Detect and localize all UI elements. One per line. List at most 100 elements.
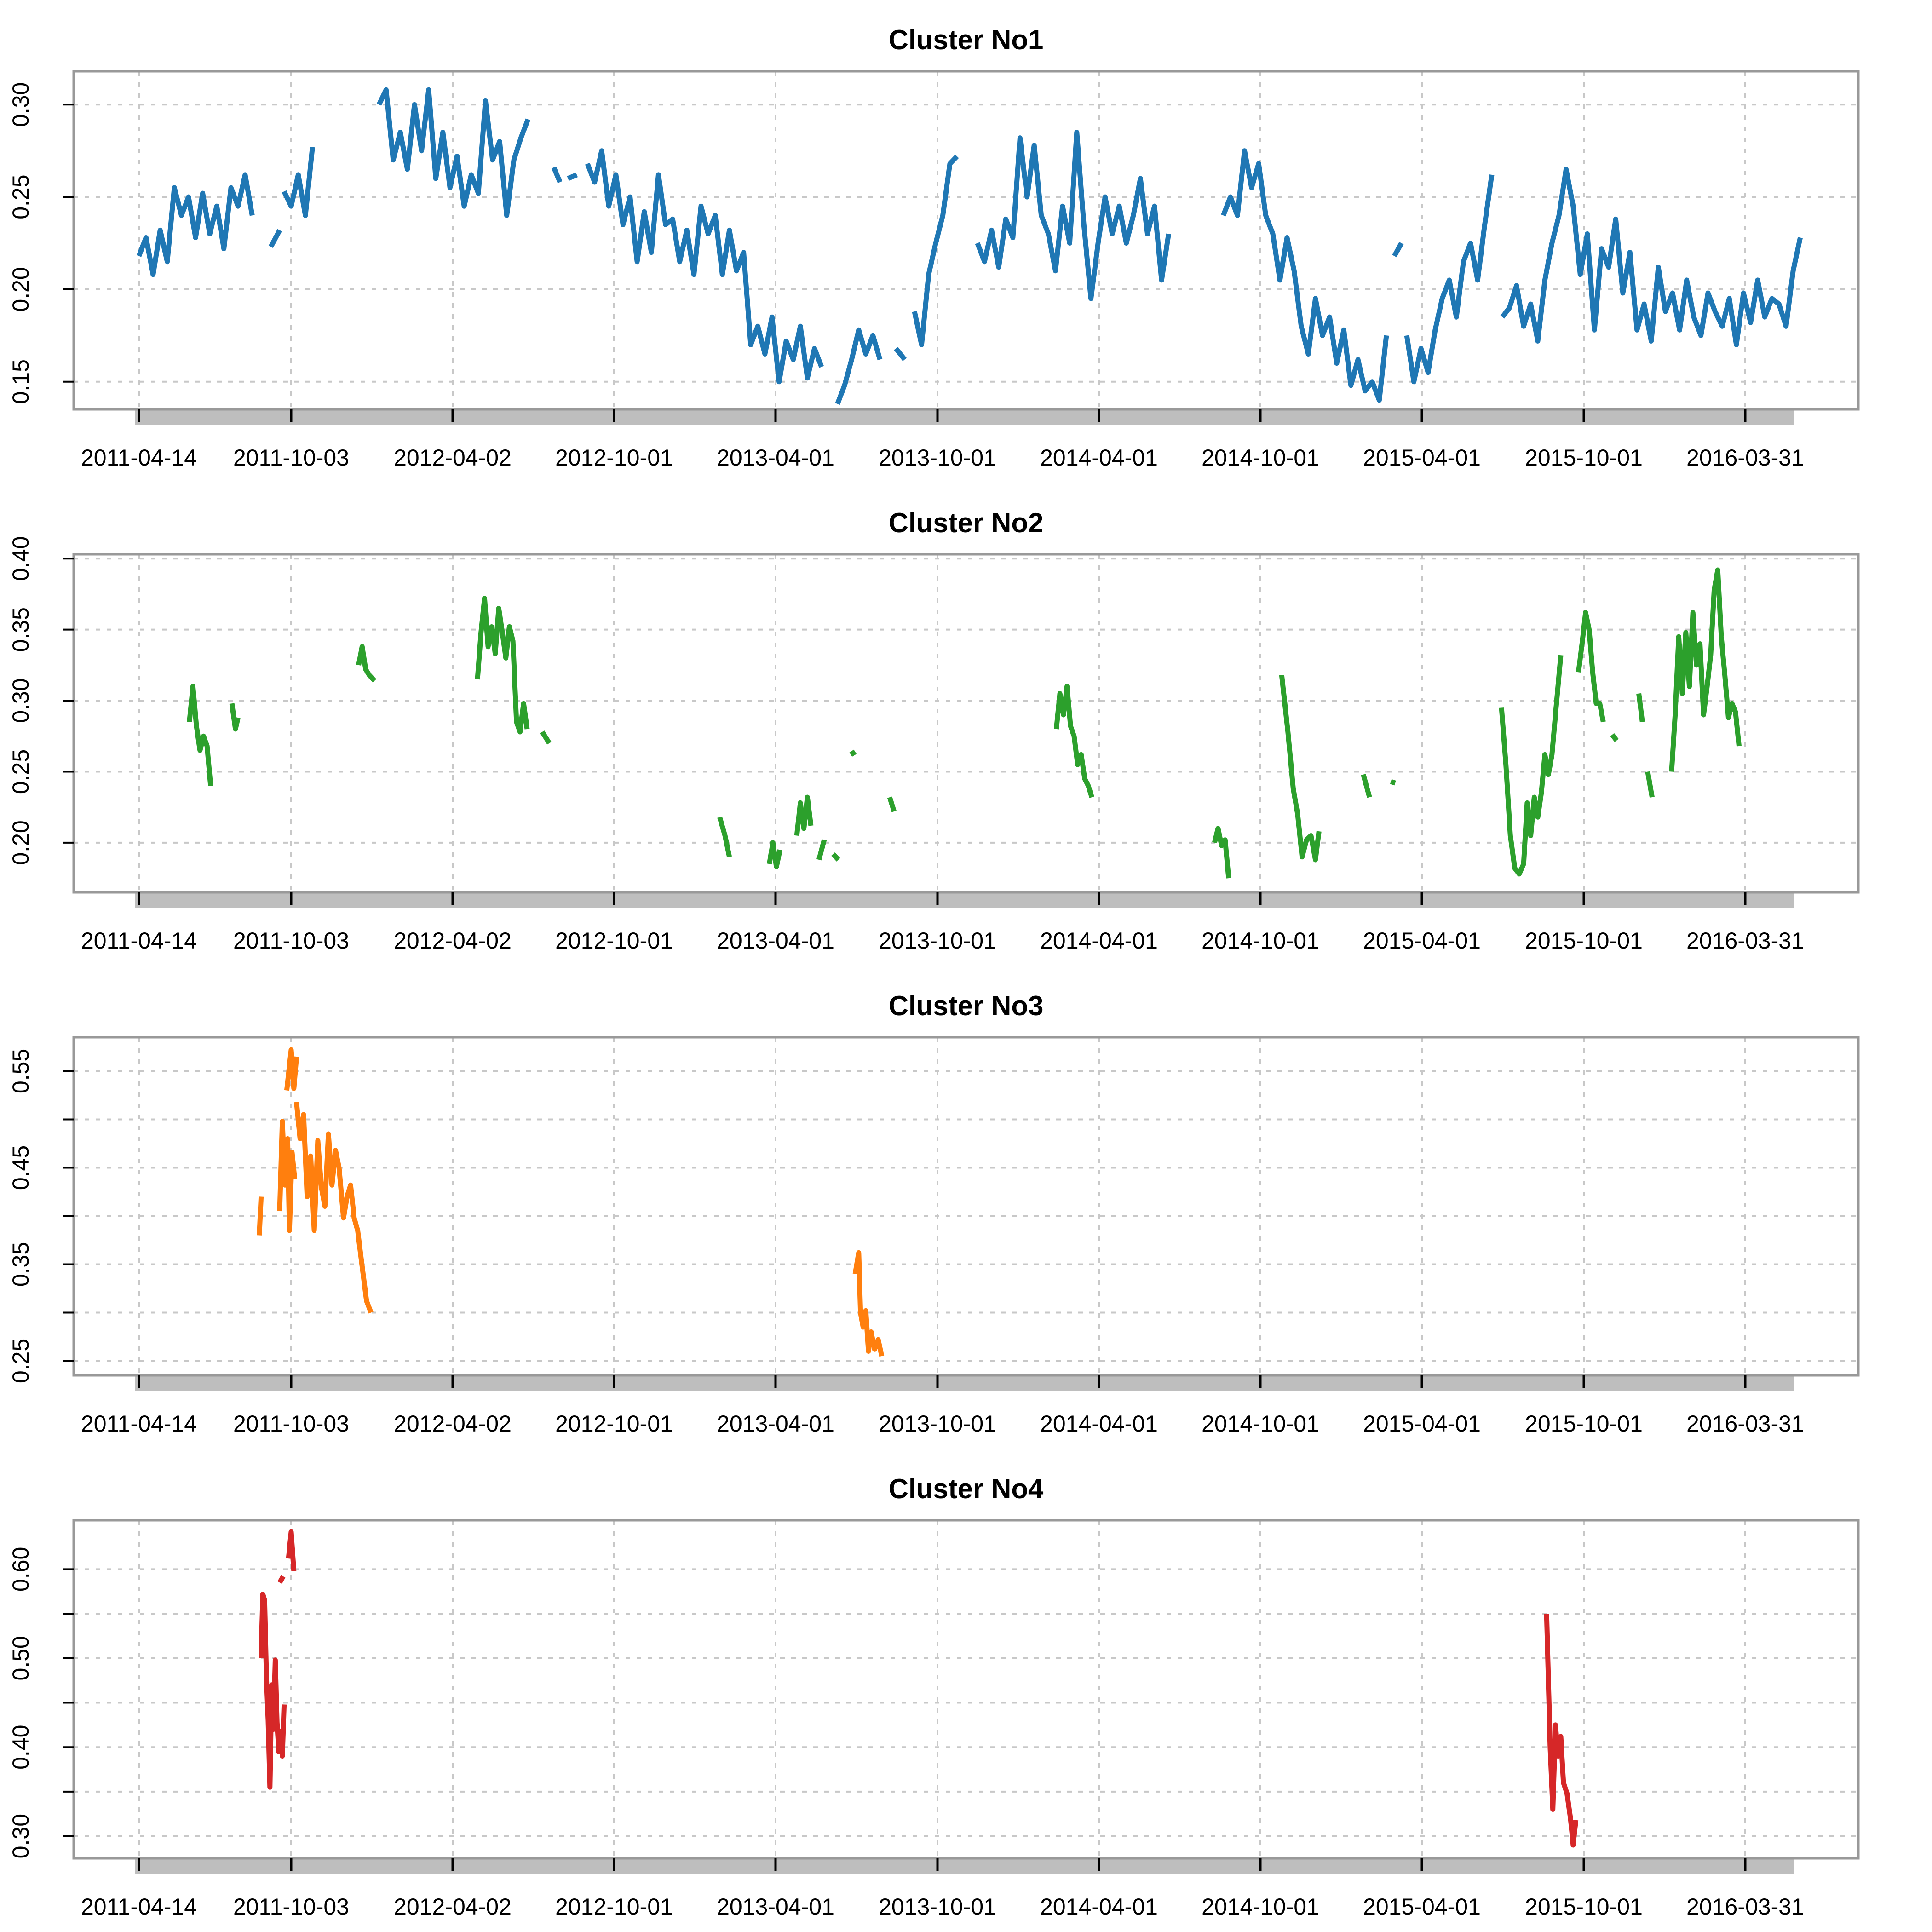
panel-title: Cluster No2 — [889, 507, 1044, 538]
y-tick-label: 0.30 — [8, 82, 34, 127]
series-line-segment — [894, 347, 907, 362]
series-line-segment — [835, 327, 883, 405]
series-line-segment — [540, 730, 552, 745]
x-tick-label: 2012-04-02 — [394, 445, 512, 471]
x-tick-label: 2014-10-01 — [1202, 1894, 1319, 1920]
y-tick-label: 0.50 — [8, 1636, 34, 1680]
series-line-segment — [1361, 774, 1372, 798]
series-line-segment — [975, 130, 1171, 301]
series-line-segment — [1404, 174, 1495, 385]
panel-cluster-2: Cluster No2 0.20 0.25 0.30 0.35 0.40 2011-04-1… — [8, 507, 1860, 954]
series-line-segment — [551, 166, 563, 184]
series-line-segment — [475, 596, 530, 735]
x-tick-label: 2016-03-31 — [1686, 445, 1804, 471]
series-line-segment — [268, 229, 282, 248]
series-line-segment — [887, 796, 897, 812]
x-tick-label: 2011-04-14 — [81, 445, 197, 471]
series-line-segment — [1576, 610, 1606, 723]
x-tick-label: 2011-10-03 — [233, 445, 349, 471]
panel-title: Cluster No3 — [889, 990, 1044, 1021]
series-line-segment — [229, 703, 241, 732]
series-line-segment — [1610, 733, 1619, 742]
x-tick-label: 2014-04-01 — [1040, 928, 1158, 954]
x-tick-label: 2013-04-01 — [717, 928, 834, 954]
series-line-segment — [849, 749, 857, 757]
x-tick-label: 2013-04-01 — [717, 1894, 834, 1920]
series-line-segment — [1053, 684, 1094, 798]
x-tick-label: 2011-10-03 — [233, 928, 349, 954]
date-range-bar — [135, 1858, 1794, 1874]
series-line-segment — [852, 1250, 885, 1357]
x-tick-label: 2011-04-14 — [81, 1894, 197, 1920]
panel-cluster-3: Cluster No3 0.25 0.35 0.45 0.55 2011-04-14 201… — [8, 990, 1860, 1437]
x-tick-label: 2015-10-01 — [1525, 1411, 1643, 1437]
y-tick-label: 0.55 — [8, 1049, 34, 1093]
series-line-segment — [356, 644, 377, 683]
y-tick-label: 0.25 — [8, 174, 34, 219]
y-tick-label: 0.40 — [8, 536, 34, 581]
y-tick-label: 0.40 — [8, 1725, 34, 1770]
y-tick-label: 0.15 — [8, 359, 34, 404]
x-tick-label: 2012-04-02 — [394, 928, 512, 954]
plot-frame — [72, 1519, 1860, 1860]
x-tick-label: 2015-04-01 — [1363, 445, 1481, 471]
series-line-segment — [187, 684, 213, 786]
series-line-segment — [585, 148, 824, 385]
y-tick-label: 0.45 — [8, 1145, 34, 1190]
x-tick-label: 2014-10-01 — [1202, 445, 1319, 471]
panel-cluster-4: Cluster No4 0.30 0.40 0.50 0.60 2011-04-14 201… — [8, 1473, 1860, 1920]
series-line-segment — [767, 840, 782, 869]
x-tick-label: 2012-10-01 — [555, 1411, 673, 1437]
x-tick-label: 2013-04-01 — [717, 445, 834, 471]
series-line-segment — [717, 816, 732, 857]
y-tick-label: 0.35 — [8, 607, 34, 652]
series-line-segment — [1221, 148, 1389, 403]
series-line-segment — [259, 1592, 287, 1790]
x-tick-label: 2014-04-01 — [1040, 1894, 1158, 1920]
plot-frame — [72, 70, 1860, 411]
x-tick-label: 2011-04-14 — [81, 1411, 197, 1437]
series-line-segment — [1544, 1613, 1579, 1848]
x-tick-label: 2012-10-01 — [555, 445, 673, 471]
series-line-segment — [1500, 167, 1803, 347]
panel-title: Cluster No4 — [889, 1473, 1044, 1504]
plot-frame — [72, 1036, 1860, 1377]
x-tick-label: 2012-04-02 — [394, 1894, 512, 1920]
y-tick-label: 0.25 — [8, 749, 34, 794]
y-tick-label: 0.25 — [8, 1339, 34, 1383]
x-tick-label: 2015-10-01 — [1525, 445, 1643, 471]
series-line-segment — [282, 147, 315, 218]
series-line-segment — [284, 1047, 299, 1091]
series-line-segment — [1392, 242, 1404, 258]
x-tick-label: 2016-03-31 — [1686, 1894, 1804, 1920]
series-line-segment — [136, 172, 255, 277]
x-tick-label: 2014-04-01 — [1040, 445, 1158, 471]
series-line-segment — [1212, 826, 1231, 879]
series-line-segment — [257, 1196, 264, 1236]
x-tick-label: 2011-10-03 — [233, 1894, 349, 1920]
x-tick-label: 2012-04-02 — [394, 1411, 512, 1437]
series-line-segment — [1499, 655, 1564, 877]
series-line-segment — [567, 172, 578, 181]
date-range-bar — [135, 409, 1794, 425]
series-line-segment — [294, 1102, 374, 1314]
date-range-bar — [135, 1375, 1794, 1391]
series-line-segment — [1669, 567, 1742, 772]
panel-title: Cluster No1 — [889, 24, 1044, 55]
x-tick-label: 2015-04-01 — [1363, 1894, 1481, 1920]
y-tick-label: 0.30 — [8, 678, 34, 723]
series-line-segment — [1390, 779, 1396, 786]
date-range-bar — [135, 892, 1794, 908]
y-tick-label: 0.20 — [8, 267, 34, 311]
series-line-segment — [794, 794, 814, 836]
series-line-segment — [277, 1119, 298, 1233]
series-line-segment — [277, 1575, 286, 1584]
x-tick-label: 2013-10-01 — [879, 1411, 996, 1437]
x-tick-label: 2016-03-31 — [1686, 1411, 1804, 1437]
series-line-segment — [1279, 674, 1322, 862]
x-tick-label: 2011-04-14 — [81, 928, 197, 954]
x-tick-label: 2013-04-01 — [717, 1411, 834, 1437]
x-tick-label: 2014-04-01 — [1040, 1411, 1158, 1437]
x-tick-label: 2016-03-31 — [1686, 928, 1804, 954]
